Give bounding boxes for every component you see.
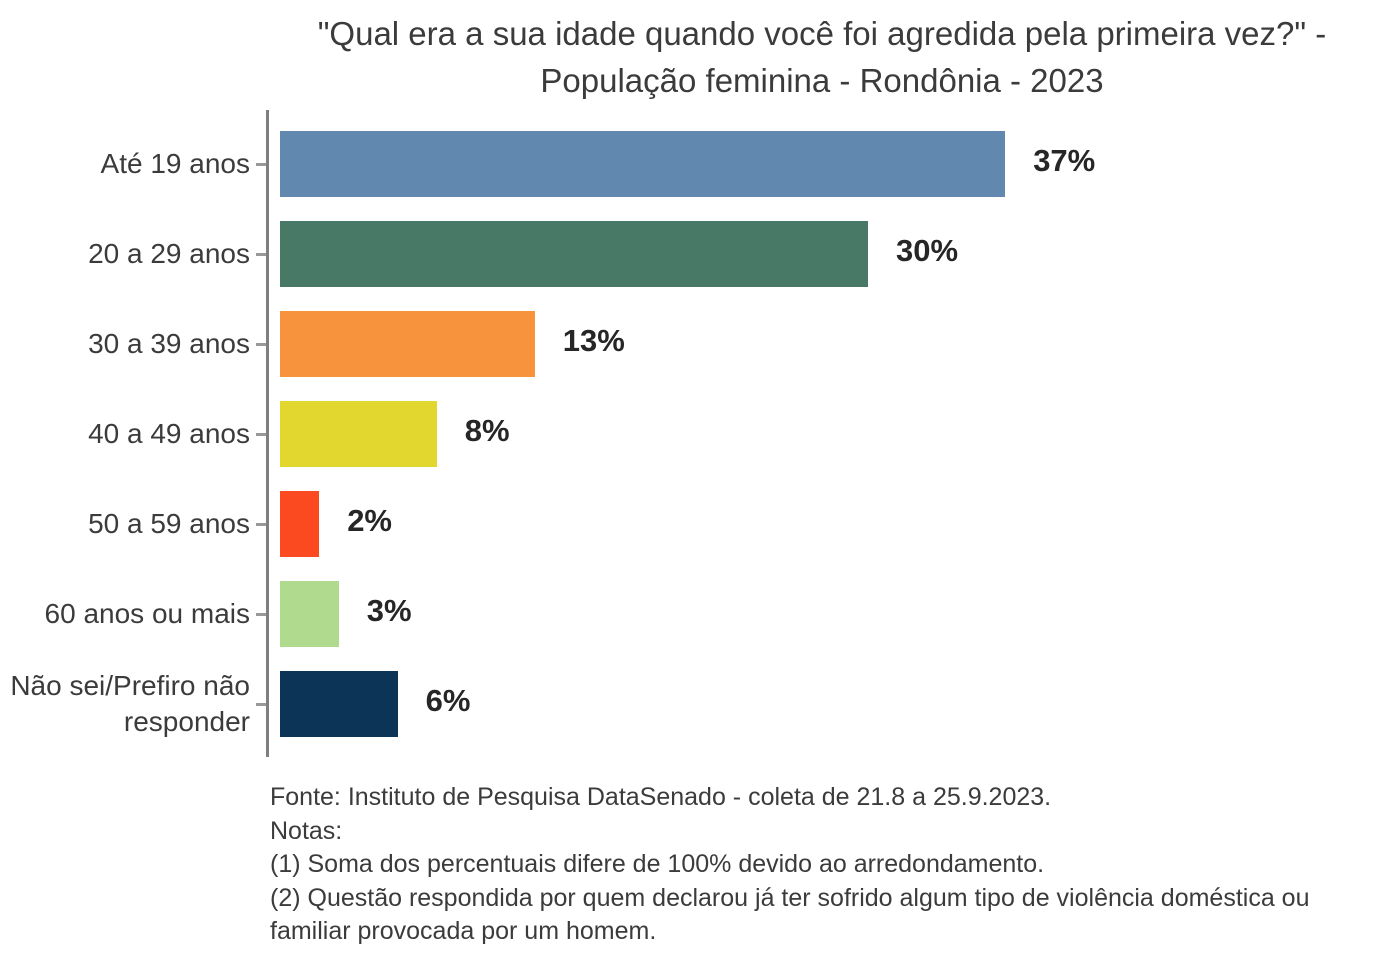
footer-line: Fonte: Instituto de Pesquisa DataSenado … <box>270 783 1052 811</box>
axis-tick <box>256 162 266 166</box>
category-label: 60 anos ou mais <box>44 598 250 629</box>
value-label: 2% <box>347 503 392 538</box>
category-label: Não sei/Prefiro não responder <box>10 670 250 737</box>
value-label: 6% <box>425 683 471 718</box>
bar <box>280 671 398 737</box>
value-label: 37% <box>1033 143 1096 178</box>
value-label: 13% <box>562 323 625 358</box>
bar <box>280 581 339 647</box>
footer-notes: Fonte: Instituto de Pesquisa DataSenado … <box>270 781 1345 949</box>
category-label: 40 a 49 anos <box>88 418 250 449</box>
bar <box>280 221 868 287</box>
bar <box>280 311 535 377</box>
category-label: 20 a 29 anos <box>88 238 250 269</box>
footer-line: (1) Soma dos percentuais difere de 100% … <box>270 850 1045 878</box>
axis-tick <box>256 612 266 616</box>
bar <box>280 491 320 557</box>
value-label: 3% <box>366 593 412 628</box>
category-label: Até 19 anos <box>100 148 250 179</box>
category-label: 30 a 39 anos <box>88 328 250 359</box>
axis-tick <box>256 252 266 256</box>
value-label: 8% <box>464 413 510 448</box>
bar <box>280 401 437 467</box>
footer-line: (2) Questão respondida por quem declarou… <box>270 883 1310 946</box>
category-label: 50 a 59 anos <box>88 508 250 539</box>
axis-tick <box>256 702 266 706</box>
bar <box>280 131 1006 197</box>
value-label: 30% <box>896 233 959 268</box>
axis-tick <box>256 522 266 526</box>
axis-tick <box>256 342 266 346</box>
axis-tick <box>256 432 266 436</box>
footer-line: Notas: <box>270 816 343 845</box>
y-axis-line <box>266 110 269 757</box>
chart-title: "Qual era a sua idade quando você foi ag… <box>317 15 1327 99</box>
